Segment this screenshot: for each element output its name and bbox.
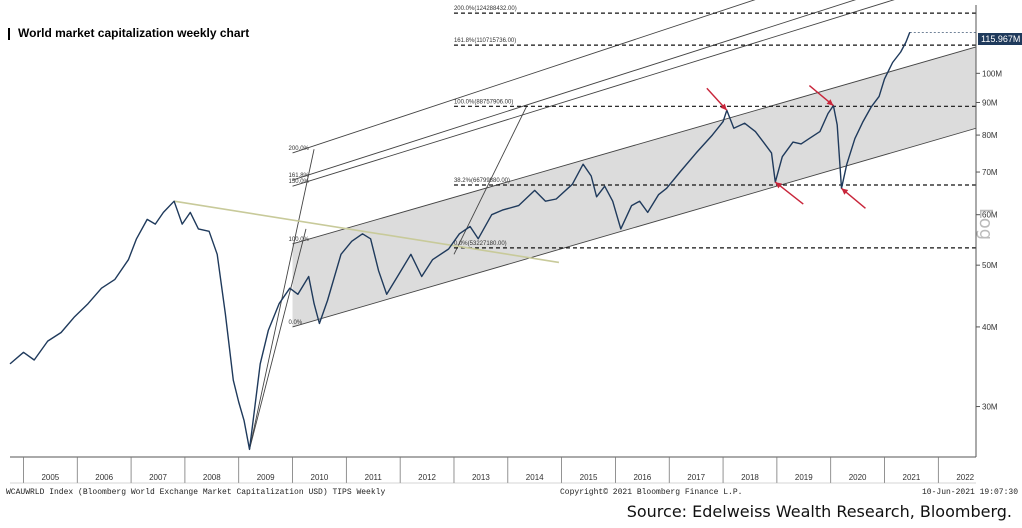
annotation-arrowhead (775, 182, 783, 189)
x-tick-label: 2022 (956, 473, 974, 482)
annotation-arrowhead (720, 103, 727, 111)
fib-fan-label: 150.0% (289, 179, 310, 185)
trend-line (174, 200, 560, 264)
y-tick-label: 50M (982, 261, 998, 270)
x-tick-label: 2020 (849, 473, 867, 482)
y-tick-label: 70M (982, 168, 998, 177)
fib-fan-label: 161.8% (289, 173, 310, 179)
fib-level-label: 100.0%(88757906.00) (454, 99, 513, 105)
x-tick-label: 2017 (687, 473, 705, 482)
y-tick-label: 60M (982, 211, 998, 220)
series-line (9, 32, 911, 451)
fib-fan-line (292, 46, 977, 245)
source-note: Source: Edelweiss Wealth Research, Bloom… (626, 502, 1012, 521)
y-tick-label: 100M (982, 69, 1002, 78)
footer-timestamp: 10-Jun-2021 19:07:30 (921, 488, 1018, 497)
fib-fan-line (292, 0, 857, 181)
footer-index-description: WCAUWRLD Index (Bloomberg World Exchange… (6, 488, 386, 497)
x-tick-label: 2010 (311, 473, 329, 482)
fib-fan-label: 200.0% (289, 146, 310, 152)
y-tick-label: 90M (982, 98, 998, 107)
regression-channel (292, 46, 977, 327)
annotation-arrowhead (826, 99, 834, 106)
x-tick-label: 2013 (472, 473, 490, 482)
fib-level-label: 0.0%(53227180.00) (454, 241, 507, 247)
annotation-arrowhead (841, 188, 849, 195)
x-tick-label: 2009 (257, 473, 275, 482)
fib-fan-label: 100.0% (289, 237, 310, 243)
fib-level-label: 38.2%(66799880.00) (454, 178, 510, 184)
x-tick-label: 2018 (741, 473, 759, 482)
fib-fan-line (292, 0, 756, 154)
x-tick-label: 2014 (526, 473, 544, 482)
x-tick-label: 2015 (580, 473, 598, 482)
x-tick-label: 2007 (149, 473, 167, 482)
footer-copyright: Copyright© 2021 Bloomberg Finance L.P. (560, 488, 743, 497)
fib-fan-line (292, 127, 977, 328)
y-tick-label: 40M (982, 323, 998, 332)
fib-level-label: 161.8%(110715736.00) (454, 38, 516, 44)
fib-fan-label: 0.0% (289, 320, 303, 326)
fib-level-label: 200.0%(124288432.00) (454, 6, 517, 12)
x-tick-label: 2011 (365, 473, 383, 482)
chart-title: World market capitalization weekly chart (18, 26, 250, 40)
x-tick-label: 2005 (41, 473, 59, 482)
y-tick-label: 30M (982, 403, 998, 412)
title-marker (8, 28, 10, 40)
log-scale-label: Log (975, 208, 996, 241)
x-tick-label: 2021 (903, 473, 921, 482)
x-tick-label: 2006 (95, 473, 113, 482)
last-value-badge: 115.967M (978, 33, 1022, 45)
fan-ray (249, 228, 307, 450)
y-tick-label: 80M (982, 131, 998, 140)
x-tick-label: 2016 (633, 473, 651, 482)
x-tick-label: 2012 (418, 473, 436, 482)
fib-fan-line (292, 0, 895, 187)
x-tick-label: 2019 (795, 473, 813, 482)
x-tick-label: 2008 (203, 473, 221, 482)
